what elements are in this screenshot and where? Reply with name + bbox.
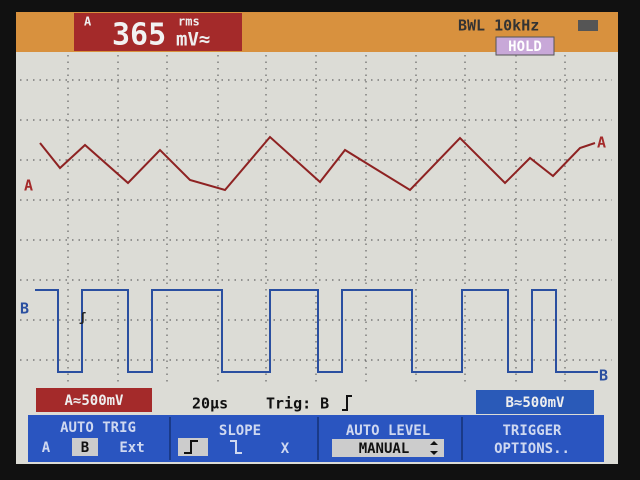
trace-a [39,135,596,192]
channel-label: A [84,15,92,29]
marker-a-right: A [597,134,606,152]
marker-a-left: A [24,177,33,195]
bandwidth: BWL 10kHz [458,17,539,35]
menu-title: TRIGGER [502,423,562,439]
menu-auto-level[interactable]: AUTO LEVEL MANUAL [332,423,444,457]
marker-b-right: B [599,367,608,385]
menu-auto-trig[interactable]: AUTO TRIG A B Ext [42,420,145,456]
trace-b [35,289,598,373]
grid [20,55,612,385]
timebase: 20µs [192,395,228,413]
menu-option: MANUAL [359,441,410,457]
menu-option: X [281,441,290,457]
reading: 365 [112,18,166,53]
trigger-edge-icon [342,395,352,411]
reading-box [74,13,242,51]
menu-title: SLOPE [219,423,261,439]
rising-icon [184,440,198,454]
a-scale-box [36,388,152,412]
hold-box [495,36,555,56]
trigger-marker: ʃ [79,311,86,325]
menu-slope[interactable]: SLOPE X [178,423,290,457]
marker-b-left: B [20,300,29,318]
updown-icon [430,441,438,455]
falling-icon [230,440,242,454]
unit: mV≈ [176,29,210,51]
a-scale: A≈500mV [64,393,124,409]
b-scale: B≈500mV [505,395,565,411]
menu-option: A [42,440,51,456]
b-scale-box [476,390,594,414]
menu-option: B [81,440,89,456]
menu-bar [28,415,604,462]
menu-title: AUTO TRIG [60,420,136,436]
menu-option: Ext [119,440,144,456]
menu-trigger-options[interactable]: TRIGGER OPTIONS.. [494,423,570,457]
menu-option: OPTIONS.. [494,441,570,457]
menu-title: AUTO LEVEL [346,423,430,439]
selected-box [178,438,208,456]
trigger: Trig: B [266,395,329,413]
selected-box [72,438,98,456]
battery-icon [578,20,598,31]
unit-top: rms [178,15,200,29]
selected-box [332,439,444,457]
hold: HOLD [508,39,542,55]
